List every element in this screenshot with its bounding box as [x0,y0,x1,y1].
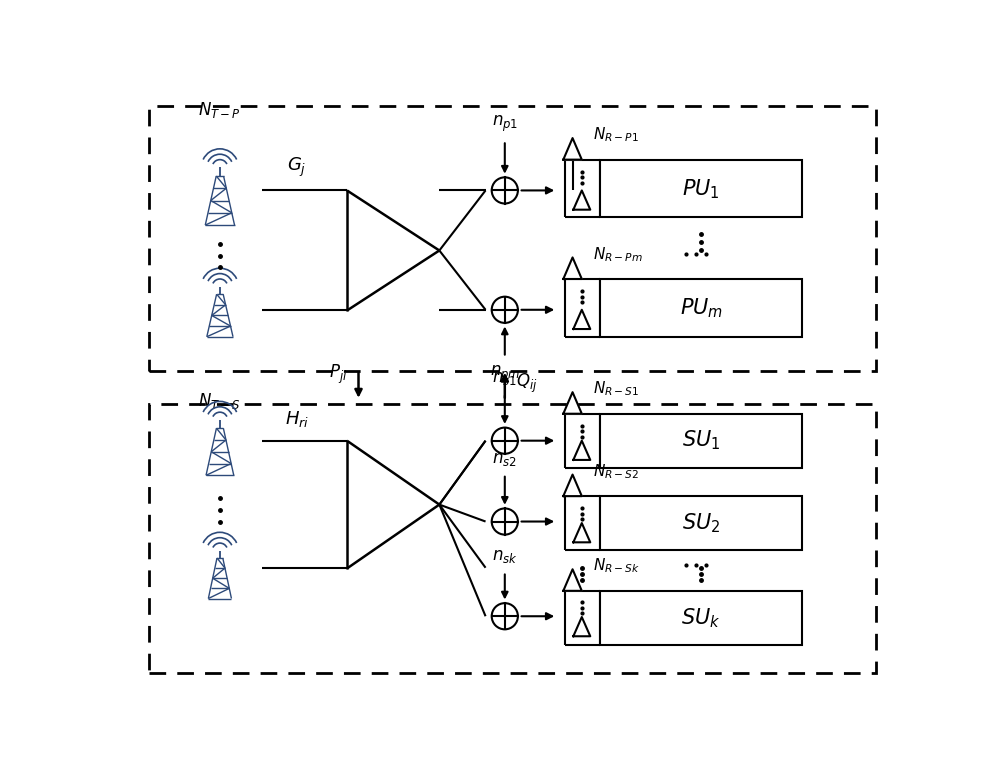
Text: $N_{R-S2}$: $N_{R-S2}$ [593,462,640,481]
Circle shape [492,296,518,323]
Text: $n_{pm}$: $n_{pm}$ [490,364,520,384]
Text: $n_{s1}$: $n_{s1}$ [492,369,517,387]
Bar [600,160,802,218]
Polygon shape [563,569,582,591]
Text: $PU_m$: $PU_m$ [680,296,723,320]
Text: $PU_1$: $PU_1$ [682,177,720,201]
Circle shape [492,178,518,204]
Polygon shape [573,310,590,329]
Text: $n_{p1}$: $n_{p1}$ [492,114,518,134]
Text: $SU_1$: $SU_1$ [682,429,720,452]
Bar [149,106,876,371]
Polygon shape [573,191,590,210]
Bar [600,496,802,550]
Bar [149,404,876,673]
Text: $N_{R-Sk}$: $N_{R-Sk}$ [593,556,641,575]
Text: $G_j$: $G_j$ [287,156,307,179]
Polygon shape [563,392,582,414]
Text: $SU_2$: $SU_2$ [682,511,720,535]
Text: $N_{T-S}$: $N_{T-S}$ [198,391,241,411]
Polygon shape [563,257,582,279]
Circle shape [492,428,518,454]
Bar [600,279,802,337]
Text: $N_{R-Pm}$: $N_{R-Pm}$ [593,245,643,264]
Polygon shape [563,475,582,496]
Text: $H_{ri}$: $H_{ri}$ [285,409,309,429]
Text: $SU_k$: $SU_k$ [681,606,721,630]
Circle shape [492,603,518,629]
Bar [600,414,802,468]
Text: $P_{ji}$: $P_{ji}$ [329,363,347,386]
Circle shape [492,509,518,535]
Text: $n_{sk}$: $n_{sk}$ [492,547,518,565]
Bar [600,591,802,645]
Text: $n_{s2}$: $n_{s2}$ [492,449,517,468]
Polygon shape [573,523,590,542]
Text: $Q_{i j}$: $Q_{i j}$ [516,371,538,394]
Polygon shape [573,617,590,636]
Text: $N_{T-P}$: $N_{T-P}$ [198,100,241,120]
Text: $N_{R-P1}$: $N_{R-P1}$ [593,125,639,144]
Text: $N_{R-S1}$: $N_{R-S1}$ [593,379,640,398]
Polygon shape [563,138,582,160]
Polygon shape [573,441,590,460]
